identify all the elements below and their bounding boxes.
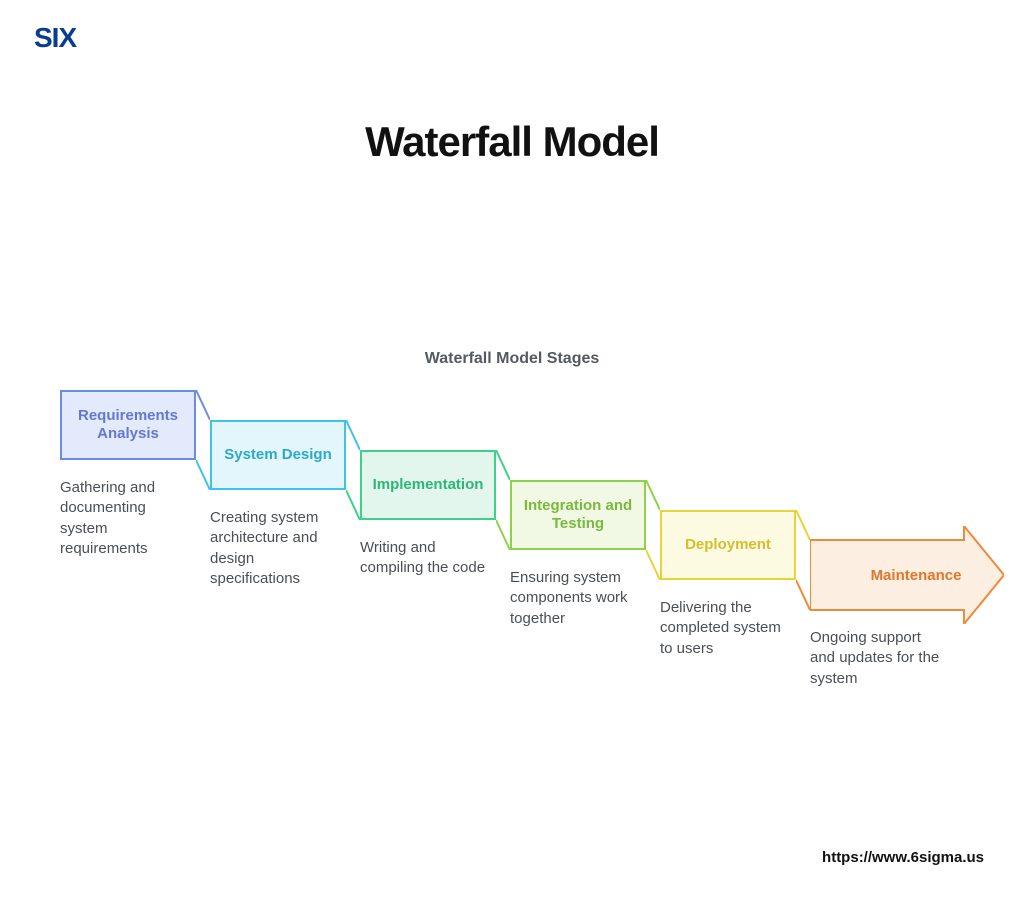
stage-box: System Design: [210, 420, 346, 490]
page-title: Waterfall Model: [0, 118, 1024, 166]
stage-arrow: Maintenance: [810, 526, 1004, 624]
stage-description: Ensuring system components work together: [510, 568, 640, 629]
stage-box: Integration and Testing: [510, 480, 646, 550]
stage-box: Requirements Analysis: [60, 390, 196, 460]
stage-label: Deployment: [685, 536, 771, 554]
stage-description: Delivering the completed system to users: [660, 598, 790, 659]
footer-url: https://www.6sigma.us: [822, 849, 984, 866]
stage-label: Integration and Testing: [520, 497, 636, 533]
stage-label: Requirements Analysis: [70, 407, 186, 443]
stage-description: Creating system architecture and design …: [210, 508, 340, 589]
stage-label: Implementation: [373, 476, 484, 494]
canvas: SIX Waterfall Model Waterfall Model Stag…: [0, 0, 1024, 900]
brand-logo: SIX: [34, 24, 76, 52]
brand-logo-text: SIX: [34, 22, 76, 53]
stage-box: Deployment: [660, 510, 796, 580]
diagram-subtitle: Waterfall Model Stages: [0, 350, 1024, 368]
stage-box: Implementation: [360, 450, 496, 520]
stage-label: System Design: [224, 446, 332, 464]
stage-description: Ongoing support and updates for the syst…: [810, 628, 940, 689]
stage-description: Gathering and documenting system require…: [60, 478, 190, 559]
stage-description: Writing and compiling the code: [360, 538, 490, 579]
